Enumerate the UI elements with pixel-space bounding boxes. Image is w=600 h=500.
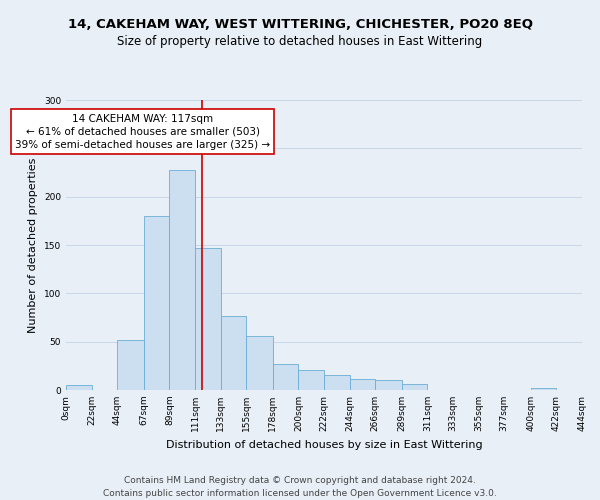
- Bar: [117, 340, 144, 390]
- Bar: [324, 374, 350, 390]
- Bar: [350, 380, 375, 390]
- Y-axis label: Number of detached properties: Number of detached properties: [28, 158, 38, 332]
- Bar: [402, 384, 427, 390]
- Bar: [375, 380, 402, 390]
- Text: Size of property relative to detached houses in East Wittering: Size of property relative to detached ho…: [118, 35, 482, 48]
- Bar: [246, 336, 273, 390]
- Text: Contains HM Land Registry data © Crown copyright and database right 2024.
Contai: Contains HM Land Registry data © Crown c…: [103, 476, 497, 498]
- Bar: [221, 316, 246, 390]
- Bar: [273, 364, 298, 390]
- Bar: [169, 170, 195, 390]
- Bar: [195, 248, 221, 390]
- X-axis label: Distribution of detached houses by size in East Wittering: Distribution of detached houses by size …: [166, 440, 482, 450]
- Text: 14 CAKEHAM WAY: 117sqm
← 61% of detached houses are smaller (503)
39% of semi-de: 14 CAKEHAM WAY: 117sqm ← 61% of detached…: [15, 114, 270, 150]
- Text: 14, CAKEHAM WAY, WEST WITTERING, CHICHESTER, PO20 8EQ: 14, CAKEHAM WAY, WEST WITTERING, CHICHES…: [67, 18, 533, 30]
- Bar: [66, 385, 92, 390]
- Bar: [144, 216, 169, 390]
- Bar: [298, 370, 324, 390]
- Bar: [531, 388, 556, 390]
